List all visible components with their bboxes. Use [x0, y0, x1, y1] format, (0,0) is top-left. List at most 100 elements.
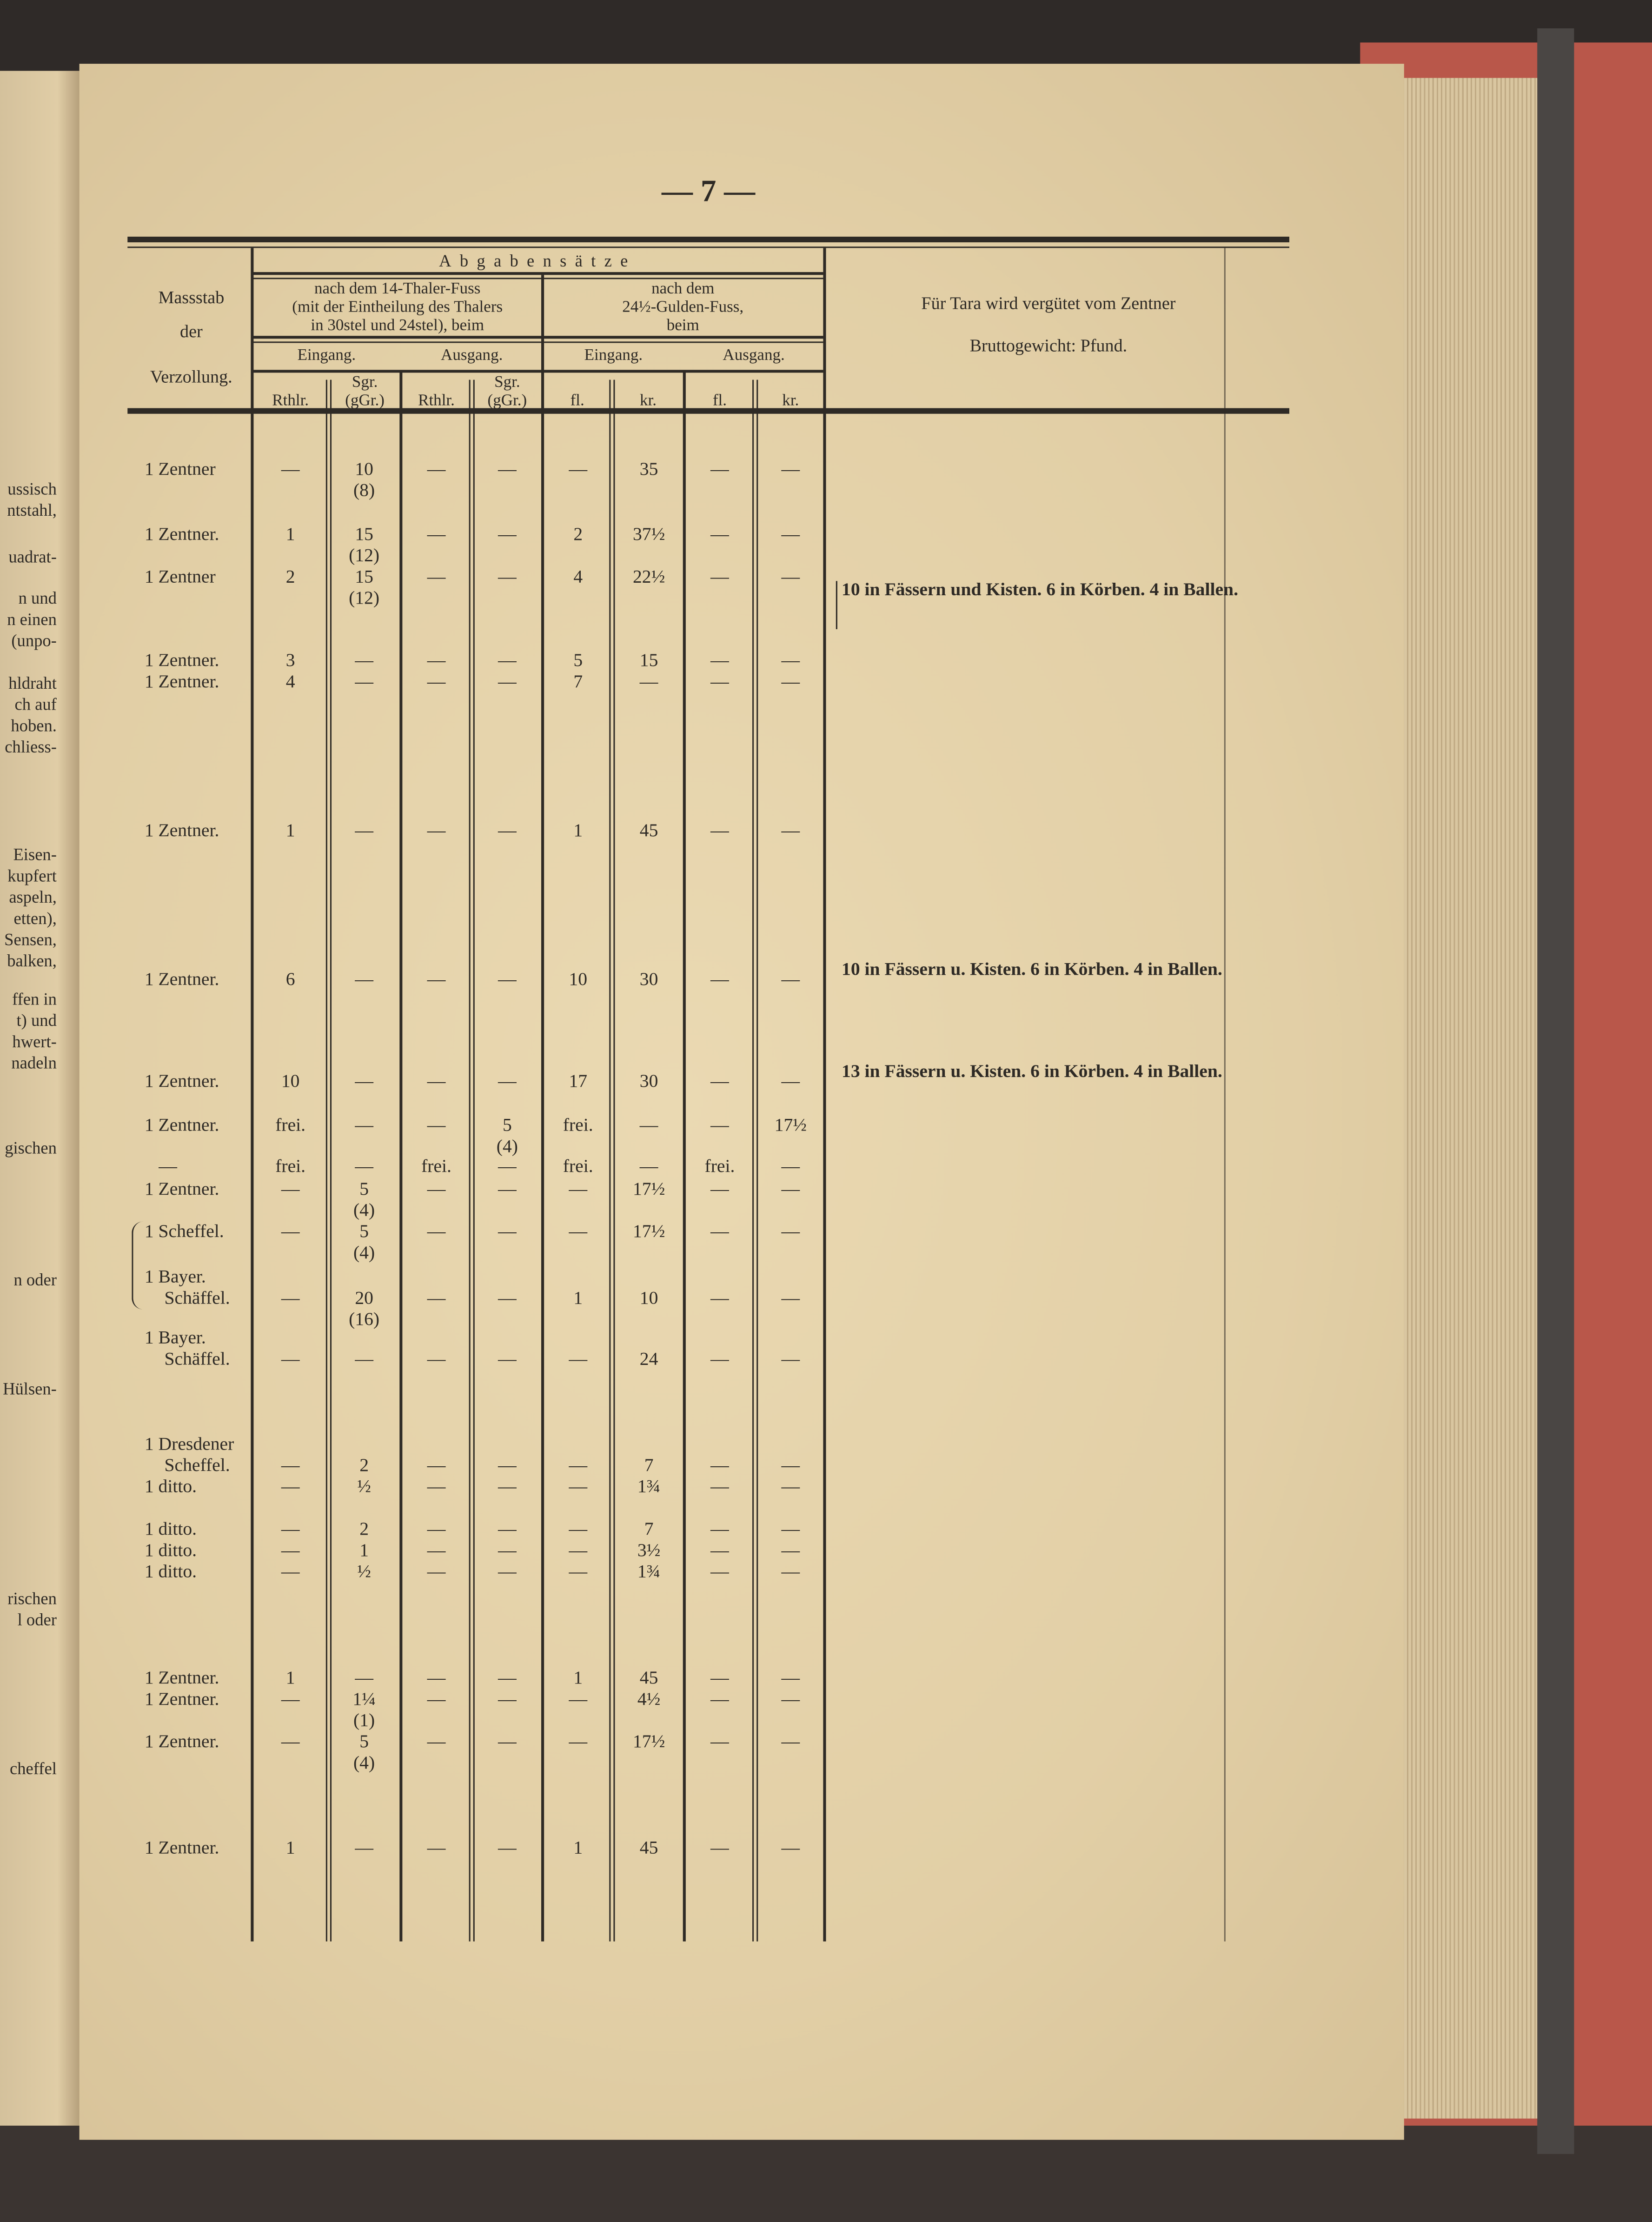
header-rthlr: Rthlr. [272, 393, 309, 410]
rate-cell: — [569, 1220, 588, 1242]
rate-cell: — [281, 1688, 300, 1709]
rate-cell: — [427, 565, 446, 587]
header-kr: kr. [640, 393, 657, 410]
rate-cell: — [427, 1070, 446, 1091]
rate-cell: — [498, 1070, 517, 1091]
page-edges [1395, 78, 1538, 2119]
rate-cell: — [281, 1560, 300, 1582]
column-double-rule [609, 379, 615, 1942]
rate-cell: 7 [573, 670, 583, 692]
rate-cell: — [569, 1560, 588, 1582]
rate-cell: — [639, 670, 658, 692]
rate-cell: — [427, 1286, 446, 1308]
left-page-fragment: ch auf [14, 694, 57, 714]
rate-cell: 4 [573, 565, 583, 587]
right-page [79, 64, 1404, 2140]
rate-cell: — [781, 819, 800, 840]
rate-cell: — [355, 1666, 373, 1688]
rate-cell: — [781, 670, 800, 692]
rate-cell: — [781, 1347, 800, 1369]
rate-cell: — [781, 1178, 800, 1199]
rate-cell: 1 [285, 819, 295, 840]
row-measure: 1 Zentner. [144, 1114, 219, 1135]
rate-cell: 7 [644, 1454, 654, 1476]
rate-cell: — [569, 1454, 588, 1476]
rate-cell: 5 (4) [353, 1730, 375, 1773]
header-verzollung: Verzollung. [150, 367, 232, 387]
rate-cell: — [427, 1114, 446, 1135]
rate-cell: — [569, 1730, 588, 1752]
left-page-fragment: uadrat- [8, 547, 57, 567]
rate-cell: — [498, 1155, 517, 1177]
rate-cell: — [498, 968, 517, 989]
rate-cell: — [781, 1517, 800, 1539]
rate-cell: — [281, 1347, 300, 1369]
rate-cell: — [281, 1730, 300, 1752]
left-page-fragment: ffen in [12, 989, 57, 1009]
row-measure: 1 ditto. [144, 1560, 197, 1582]
rate-cell: 30 [639, 1070, 658, 1091]
rate-cell: — [781, 649, 800, 671]
left-page [0, 71, 82, 2126]
rate-cell: — [781, 1666, 800, 1688]
row-measure: 1 ditto. [144, 1517, 197, 1539]
rate-cell: 3½ [637, 1539, 661, 1560]
table-top-rule [127, 236, 1289, 243]
header-rule [252, 278, 823, 279]
rate-cell: — [781, 523, 800, 545]
rate-cell: — [569, 1517, 588, 1539]
rate-cell: 10 [569, 968, 588, 989]
column-double-rule [325, 379, 332, 1942]
left-page-fragment: chliess- [5, 737, 57, 757]
rate-cell: — [710, 1347, 729, 1369]
rate-cell: — [710, 649, 729, 671]
rate-cell: — [710, 1286, 729, 1308]
row-measure: 1 Zentner. [144, 1730, 219, 1752]
book-binding [1537, 28, 1574, 2154]
rate-cell: — [710, 1560, 729, 1582]
rate-cell: ½ [357, 1475, 371, 1497]
header-eingang: Eingang. [584, 347, 643, 365]
rate-cell: — [427, 819, 446, 840]
header-abgabensaetze: Abgabensätze [439, 251, 637, 271]
rate-cell: — [498, 458, 517, 479]
rate-cell: 1 [573, 1836, 583, 1858]
rate-cell: 17½ [632, 1220, 665, 1242]
column-rule [251, 248, 254, 1942]
rate-cell: — [781, 1070, 800, 1091]
header-ausgang: Ausgang. [723, 347, 785, 365]
rate-cell: — [427, 1539, 446, 1560]
rate-cell: 45 [639, 819, 658, 840]
rate-cell: — [710, 1730, 729, 1752]
rate-cell: — [281, 1220, 300, 1242]
row-measure: 1 Zentner. [144, 523, 219, 545]
rate-cell: — [710, 1688, 729, 1709]
tara-note: 10 in Fässern u. Kisten. 6 in Körben. 4 … [842, 958, 1222, 979]
rate-cell: 10 [281, 1070, 300, 1091]
rate-cell: — [427, 1454, 446, 1476]
rate-cell: 4 [285, 670, 295, 692]
left-page-fragment: rischen [7, 1588, 57, 1609]
table-top-rule-thin [127, 246, 1289, 248]
left-page-fragment: ntstahl, [7, 500, 57, 520]
rate-cell: 2 [573, 523, 583, 545]
left-page-fragment: t) und [16, 1010, 57, 1031]
rate-cell: 2 [359, 1517, 369, 1539]
rate-cell: 45 [639, 1836, 658, 1858]
rate-cell: — [427, 1475, 446, 1497]
rate-cell: — [781, 1286, 800, 1308]
rate-cell: 1 [285, 1836, 295, 1858]
rate-cell: — [427, 968, 446, 989]
rate-cell: — [427, 670, 446, 692]
row-measure: 1 Bayer. Schäffel. [144, 1265, 230, 1308]
rate-cell: 1 [285, 1666, 295, 1688]
rate-cell: — [498, 1178, 517, 1199]
column-rule [683, 371, 686, 1942]
rate-cell: — [427, 1178, 446, 1199]
rate-cell: — [355, 819, 373, 840]
header-eingang: Eingang. [297, 347, 356, 365]
rate-cell: 2 [285, 565, 295, 587]
rate-cell: — [639, 1155, 658, 1177]
rate-cell: — [710, 1220, 729, 1242]
